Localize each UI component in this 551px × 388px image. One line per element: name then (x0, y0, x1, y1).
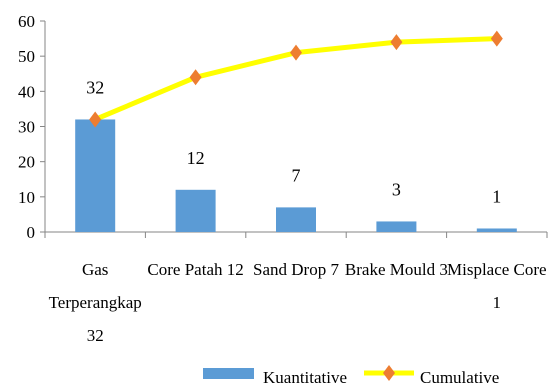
cumulative-marker-2 (189, 69, 202, 86)
legend-item-kuantitative: Kuantitative (203, 368, 347, 387)
legend: Kuantitative Cumulative (203, 365, 499, 387)
x-tick-label: Misplace Core 1 (447, 260, 547, 312)
y-tick-label: 40 (18, 82, 35, 101)
legend-label: Kuantitative (263, 368, 347, 387)
legend-label: Cumulative (420, 368, 499, 387)
y-tick-label: 50 (18, 47, 35, 66)
data-label: 3 (392, 179, 401, 199)
y-tick-label: 20 (18, 153, 35, 172)
cumulative-marker-1 (89, 111, 102, 128)
data-label: 12 (187, 148, 205, 168)
data-label: 7 (292, 165, 301, 185)
legend-swatch-bar (203, 368, 254, 379)
cumulative-line-layer (89, 30, 503, 128)
data-labels: 32 12 7 3 1 (86, 77, 501, 206)
y-tick-label: 10 (18, 188, 35, 207)
x-tick-label: Brake Mould 3 (345, 260, 448, 279)
y-tick-label: 0 (27, 223, 36, 242)
data-label: 32 (86, 77, 104, 97)
bar-1 (75, 119, 116, 232)
cumulative-marker-3 (290, 44, 302, 61)
bar-3 (276, 207, 316, 232)
cumulative-marker-5 (490, 30, 503, 47)
cumulative-marker-4 (390, 34, 403, 51)
x-tick-label: Core Patah 12 (147, 260, 243, 279)
legend-item-cumulative: Cumulative (364, 365, 499, 387)
bars (75, 119, 517, 232)
axes: 0 10 20 30 40 50 60 Gas Terperangkap 32 Core Patah… (18, 12, 548, 345)
x-tick-label: Gas Terperangkap 32 (49, 260, 142, 345)
y-tick-label: 60 (18, 12, 35, 31)
bar-4 (376, 221, 417, 232)
y-tick-label: 30 (18, 118, 35, 137)
data-label: 1 (492, 186, 501, 206)
legend-swatch-marker (383, 365, 395, 381)
x-tick-label: Sand Drop 7 (253, 260, 339, 279)
bar-2 (175, 189, 216, 232)
bar-5 (476, 228, 517, 232)
